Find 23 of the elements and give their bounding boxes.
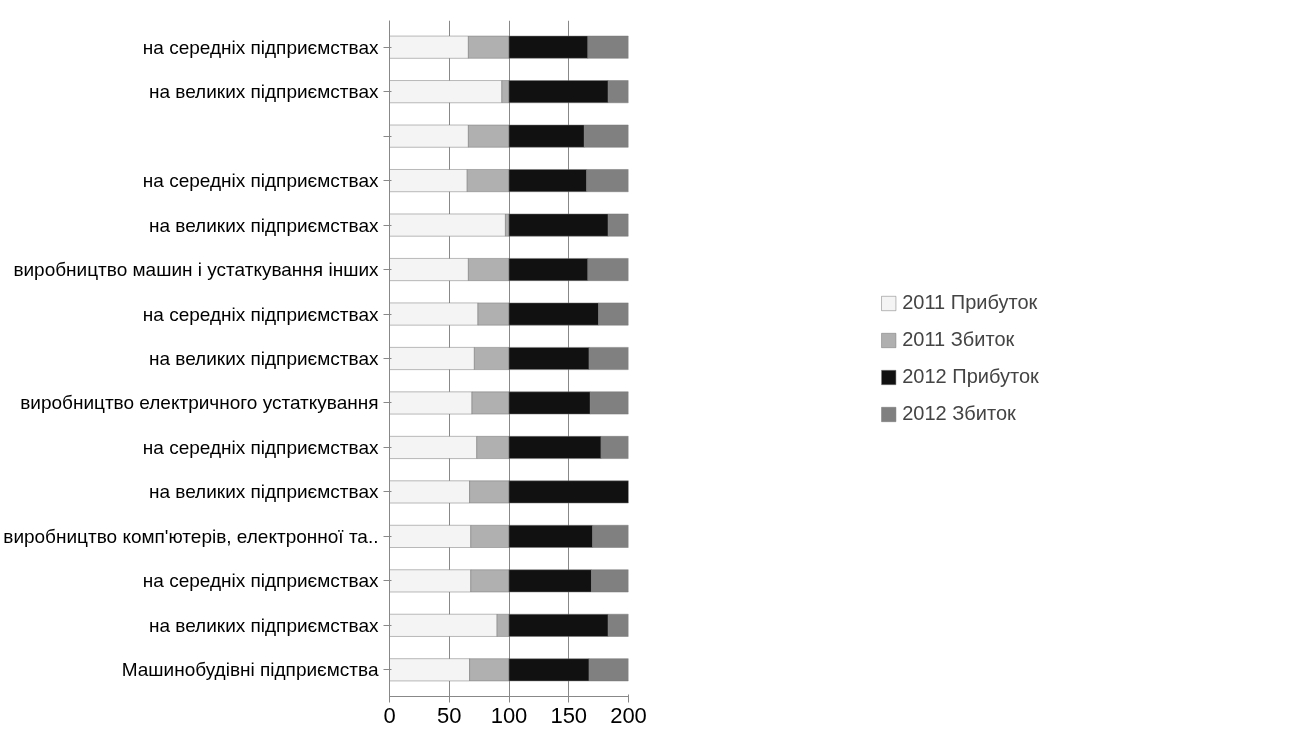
legend-label: 2011 Прибуток <box>902 291 1038 314</box>
y-tick-label: на великих підприємствах <box>148 214 379 236</box>
y-tick-label: на великих підприємствах <box>148 614 379 636</box>
y-tick-label: на середніх підприємствах <box>142 436 379 458</box>
y-tick-label: на великих підприємствах <box>148 81 379 103</box>
y-tick-label: виробництво електричного устаткування <box>20 392 379 414</box>
x-tick-label: 150 <box>550 702 588 728</box>
x-tick-label: 0 <box>383 702 396 728</box>
x-tick-label: 200 <box>610 702 647 728</box>
legend-label: 2012 Прибуток <box>902 365 1039 388</box>
y-tick-label: Машинобудівні підприємства <box>121 659 379 681</box>
y-tick-label: на великих підприємствах <box>148 348 379 369</box>
legend-label: 2011 Збиток <box>902 328 1015 351</box>
x-tick-label: 50 <box>437 702 462 728</box>
y-tick-label: на середніх підприємствах <box>142 36 379 58</box>
x-tick-label: 100 <box>490 702 528 728</box>
legend-label: 2012 Збиток <box>902 402 1016 425</box>
y-tick-label: на середніх підприємствах <box>142 570 379 592</box>
y-tick-label: на середніх підприємствах <box>142 303 379 325</box>
y-tick-label: виробництво комп'ютерів, електронної та.. <box>3 525 379 547</box>
y-tick-label: виробництво машин і устаткування інших <box>13 259 379 281</box>
y-tick-label: на середніх підприємствах <box>142 170 379 192</box>
y-tick-label: на великих підприємствах <box>148 481 379 503</box>
